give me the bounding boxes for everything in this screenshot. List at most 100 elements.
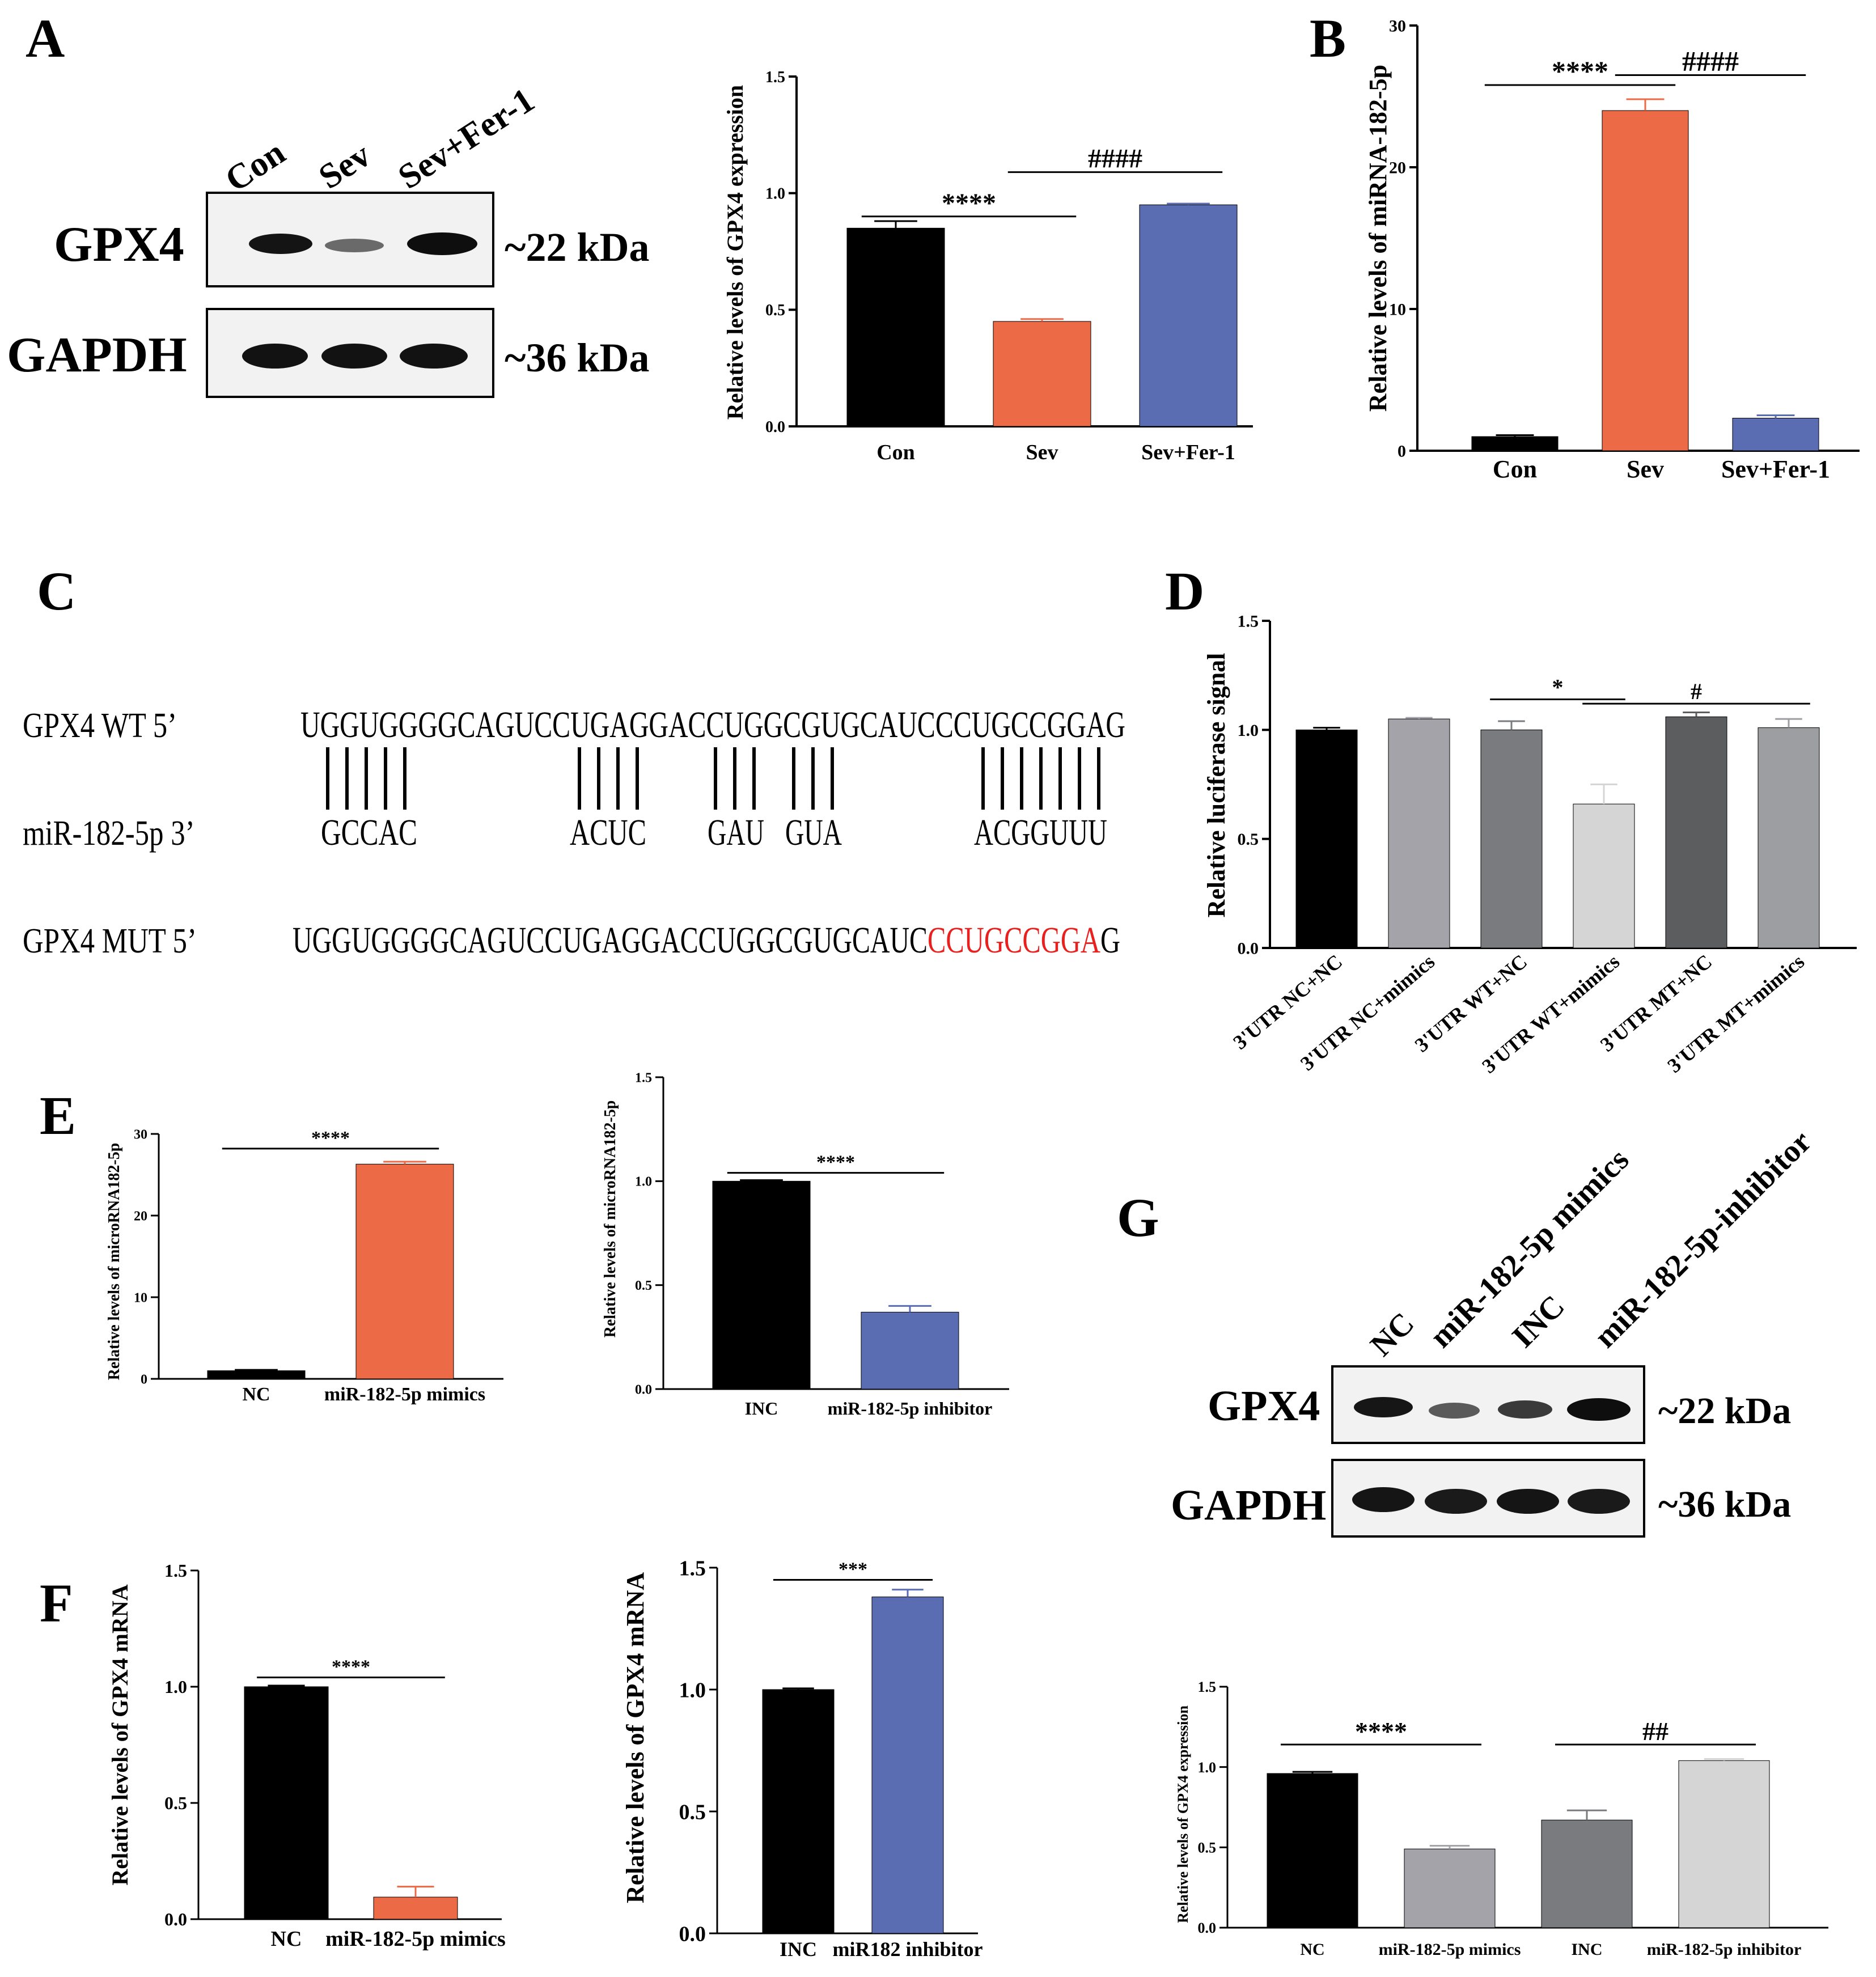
bar	[712, 1180, 811, 1390]
x-tick-label: miR-182-5p inhibitor	[1647, 1940, 1802, 1959]
y-axis-title: Relative levels of miRNA-182-5p	[1364, 65, 1392, 412]
blot-a-lane-label: Con	[219, 133, 293, 200]
blot-band	[242, 344, 308, 369]
bar	[846, 227, 945, 427]
bar	[1678, 1760, 1770, 1928]
blot-band	[1498, 1400, 1552, 1419]
y-tick-label: 0.5	[679, 1800, 706, 1824]
significance-label: #	[1691, 679, 1702, 704]
significance-label: ****	[816, 1152, 855, 1173]
y-tick-label: 0.0	[1198, 1920, 1217, 1936]
y-axis-title: Relative levels of microRNA182-5p	[105, 1143, 123, 1381]
mut-label: GPX4 MUT 5’	[23, 921, 197, 960]
base-pair-lines	[326, 747, 1100, 810]
x-tick-label: miR-182-5p mimics	[1379, 1940, 1521, 1959]
significance-label: ####	[1088, 144, 1142, 174]
western-blot-a: Con Sev Sev+Fer-1 GPX4 GAPDH ~22 kDa ~36…	[7, 81, 649, 398]
x-tick-label: INC	[745, 1398, 778, 1419]
mut-sequence-tail: G	[1100, 920, 1120, 961]
bar	[1404, 1848, 1496, 1928]
y-tick-label: 0.5	[164, 1793, 187, 1813]
blot-band	[325, 239, 384, 252]
x-tick-label: NC	[271, 1927, 302, 1951]
x-tick-label: NC	[1300, 1940, 1324, 1959]
y-tick-label: 1.5	[765, 69, 785, 86]
bar	[207, 1370, 306, 1379]
y-tick-label: 1.0	[164, 1677, 187, 1697]
x-tick-label: Sev+Fer-1	[1141, 441, 1235, 464]
blot-band	[321, 344, 387, 369]
significance-label: ***	[839, 1559, 867, 1580]
blot-band	[1354, 1397, 1413, 1417]
blot-band	[1425, 1489, 1487, 1514]
y-tick-label: 0.5	[1198, 1839, 1217, 1856]
y-tick-label: 0.0	[164, 1909, 187, 1929]
chart-f-left: 0.0 0.5 1.0 1.5 Relative levels of GPX4 mRNA…	[107, 1560, 506, 1951]
blot-band	[1429, 1403, 1480, 1419]
y-tick-label: 0.0	[765, 418, 785, 436]
x-tick-label: miR-182-5p inhibitor	[828, 1398, 993, 1419]
mir-seq-part: ACUC	[570, 812, 646, 853]
bar	[1758, 727, 1820, 949]
y-tick-label: 0.5	[1238, 830, 1259, 849]
y-tick-label: 0.0	[679, 1922, 706, 1946]
blot-a-size-label: ~36 kDa	[505, 335, 649, 380]
x-tick-label: Sev+Fer-1	[1721, 455, 1830, 483]
y-tick-label: 1.0	[635, 1175, 652, 1189]
chart-g: 0.0 0.5 1.0 1.5 Relative levels of GPX4 expr…	[1175, 1679, 1828, 1959]
bar	[1541, 1819, 1633, 1928]
bar	[355, 1163, 454, 1379]
y-axis-title: Relative levels of GPX4 mRNA	[621, 1572, 649, 1903]
y-tick-label: 1.0	[679, 1678, 706, 1702]
bar	[1732, 418, 1819, 451]
blot-g-lane-label: INC	[1505, 1289, 1571, 1354]
panel-letter-a: A	[26, 8, 65, 69]
chart-f-right: 0.0 0.5 1.0 1.5 Relative levels of GPX4 mRNA…	[621, 1556, 983, 1961]
chart-a: 0.0 0.5 1.0 1.5 Relative levels of GPX4 expr…	[722, 69, 1253, 464]
blot-band	[1567, 1398, 1631, 1421]
y-tick-label: 1.0	[1198, 1759, 1217, 1776]
significance-label: ****	[1552, 55, 1608, 87]
y-tick-label: 1.0	[1238, 721, 1259, 740]
significance-label: ****	[1355, 1717, 1407, 1746]
blot-band	[1568, 1489, 1630, 1514]
bar	[1573, 803, 1635, 949]
significance-label: ****	[311, 1128, 350, 1149]
chart-b: 0 10 20 30 Relative levels of miRNA-182-5p Co…	[1364, 17, 1860, 483]
panel-letter-e: E	[40, 1085, 76, 1146]
blot-band	[407, 232, 477, 255]
blot-g-row-label: GAPDH	[1171, 1481, 1326, 1529]
blot-a-lane-label: Sev	[312, 136, 378, 197]
x-tick-label: Sev	[1627, 455, 1664, 483]
x-tick-label: INC	[780, 1938, 817, 1961]
y-tick-label: 1.0	[765, 185, 785, 202]
bar	[762, 1689, 835, 1934]
significance-label: ##	[1642, 1717, 1669, 1746]
y-tick-label: 1.5	[635, 1070, 652, 1085]
panel-letter-b: B	[1310, 8, 1346, 69]
western-blot-g: NC miR-182-5p mimics INC miR-182-5p-inhi…	[1171, 1124, 1818, 1538]
bar	[1267, 1773, 1358, 1928]
panel-letter-g: G	[1117, 1187, 1159, 1248]
y-tick-label: 1.5	[164, 1560, 187, 1581]
chart-e-right: 0.0 0.5 1.0 1.5 Relative levels of microRNA1…	[602, 1070, 1009, 1419]
blot-a-row-label: GAPDH	[7, 328, 187, 383]
mir-seq-part: GAU	[708, 812, 764, 853]
bar	[1602, 110, 1689, 451]
y-tick-label: 0.5	[765, 302, 785, 319]
bar	[244, 1686, 329, 1920]
blot-band	[1352, 1487, 1415, 1512]
bar	[871, 1597, 944, 1934]
blot-band	[249, 234, 312, 254]
blot-a-lane-label: Sev+Fer-1	[392, 81, 541, 196]
blot-g-size-label: ~36 kDa	[1658, 1484, 1791, 1525]
bar	[1388, 718, 1450, 949]
y-axis-title: Relative levels of GPX4 expression	[1175, 1705, 1191, 1923]
panel-letter-f: F	[40, 1573, 73, 1633]
significance-label: ####	[1682, 45, 1739, 77]
mut-sequence: UGGUGGGGCAGUCCUGAGGACCUGGCGUGCAUC	[293, 920, 928, 961]
sequence-alignment: GPX4 WT 5’ UGGUGGGGCAGUCCUGAGGACCUGGCGUG…	[23, 704, 1125, 961]
y-tick-label: 1.5	[1238, 612, 1259, 631]
